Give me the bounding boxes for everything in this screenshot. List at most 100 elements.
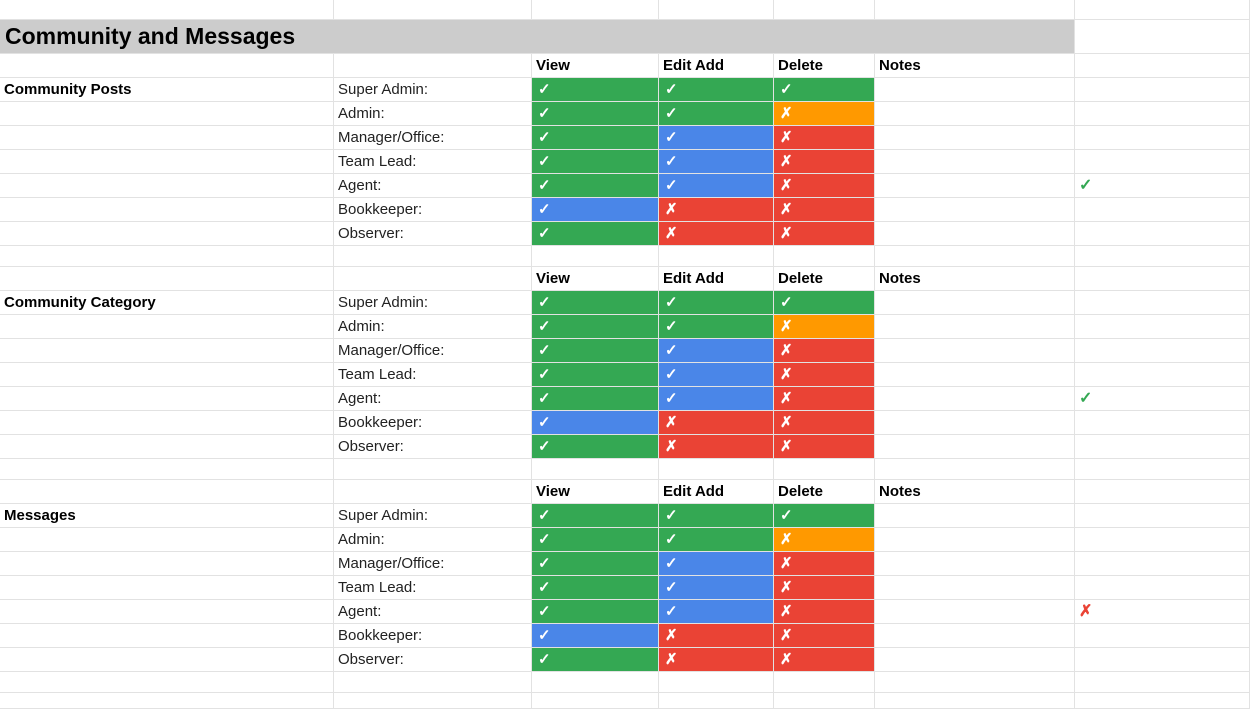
permission-view-cell[interactable]: ✓ — [532, 435, 659, 459]
role-label[interactable]: Bookkeeper: — [334, 198, 532, 222]
section-blank-cell[interactable] — [0, 222, 334, 246]
cell-G[interactable] — [1075, 576, 1250, 600]
permission-view-cell[interactable]: ✓ — [532, 78, 659, 102]
permission-edit-add-cell[interactable]: ✗ — [659, 411, 774, 435]
permission-view-cell[interactable]: ✓ — [532, 504, 659, 528]
header-edit-add[interactable]: Edit Add — [659, 54, 774, 78]
permission-delete-cell[interactable]: ✗ — [774, 363, 875, 387]
permission-view-cell[interactable]: ✓ — [532, 102, 659, 126]
header-delete[interactable]: Delete — [774, 480, 875, 504]
notes-cell[interactable] — [875, 648, 1075, 672]
role-label[interactable]: Manager/Office: — [334, 552, 532, 576]
notes-cell[interactable] — [875, 504, 1075, 528]
cell-D-gap-2[interactable] — [659, 459, 774, 480]
permission-edit-add-cell[interactable]: ✓ — [659, 387, 774, 411]
cell-D-end1[interactable] — [659, 672, 774, 693]
section-label-cell[interactable] — [0, 480, 334, 504]
permission-view-cell[interactable]: ✓ — [532, 126, 659, 150]
section-name[interactable]: Community Category — [0, 291, 334, 315]
cell-G-end2[interactable] — [1075, 693, 1250, 709]
permission-delete-cell[interactable]: ✗ — [774, 150, 875, 174]
permission-delete-cell[interactable]: ✓ — [774, 504, 875, 528]
notes-cell[interactable] — [875, 198, 1075, 222]
role-header-cell[interactable] — [334, 267, 532, 291]
header-notes[interactable]: Notes — [875, 54, 1075, 78]
permission-edit-add-cell[interactable]: ✗ — [659, 222, 774, 246]
permission-edit-add-cell[interactable]: ✓ — [659, 150, 774, 174]
cell-B-gap-1[interactable] — [334, 246, 532, 267]
section-name[interactable]: Messages — [0, 504, 334, 528]
permission-delete-cell[interactable]: ✗ — [774, 174, 875, 198]
section-blank-cell[interactable] — [0, 600, 334, 624]
section-status-mark[interactable]: ✓ — [1075, 387, 1250, 411]
role-label[interactable]: Manager/Office: — [334, 126, 532, 150]
cell-C-r1[interactable] — [532, 0, 659, 20]
permission-view-cell[interactable]: ✓ — [532, 576, 659, 600]
notes-cell[interactable] — [875, 150, 1075, 174]
permission-edit-add-cell[interactable]: ✓ — [659, 576, 774, 600]
section-blank-cell[interactable] — [0, 339, 334, 363]
cell-A-end2[interactable] — [0, 693, 334, 709]
role-label[interactable]: Super Admin: — [334, 504, 532, 528]
permission-view-cell[interactable]: ✓ — [532, 291, 659, 315]
cell-E-r1[interactable] — [774, 0, 875, 20]
section-blank-cell[interactable] — [0, 363, 334, 387]
cell-G[interactable] — [1075, 315, 1250, 339]
permission-view-cell[interactable]: ✓ — [532, 624, 659, 648]
permission-edit-add-cell[interactable]: ✓ — [659, 102, 774, 126]
cell-D-end2[interactable] — [659, 693, 774, 709]
permission-delete-cell[interactable]: ✗ — [774, 528, 875, 552]
header-view[interactable]: View — [532, 54, 659, 78]
section-blank-cell[interactable] — [0, 102, 334, 126]
notes-cell[interactable] — [875, 363, 1075, 387]
permission-delete-cell[interactable]: ✗ — [774, 198, 875, 222]
section-blank-cell[interactable] — [0, 198, 334, 222]
role-header-cell[interactable] — [334, 54, 532, 78]
permission-edit-add-cell[interactable]: ✓ — [659, 174, 774, 198]
cell-G-gap-2[interactable] — [1075, 459, 1250, 480]
permission-view-cell[interactable]: ✓ — [532, 648, 659, 672]
cell-G[interactable] — [1075, 504, 1250, 528]
notes-cell[interactable] — [875, 435, 1075, 459]
cell-G[interactable] — [1075, 102, 1250, 126]
cell-C-gap-2[interactable] — [532, 459, 659, 480]
notes-cell[interactable] — [875, 552, 1075, 576]
permission-edit-add-cell[interactable]: ✓ — [659, 78, 774, 102]
permission-view-cell[interactable]: ✓ — [532, 363, 659, 387]
permission-edit-add-cell[interactable]: ✗ — [659, 624, 774, 648]
cell-G-header[interactable] — [1075, 267, 1250, 291]
permission-view-cell[interactable]: ✓ — [532, 528, 659, 552]
cell-G-gap-1[interactable] — [1075, 246, 1250, 267]
role-label[interactable]: Admin: — [334, 528, 532, 552]
cell-C-end1[interactable] — [532, 672, 659, 693]
role-label[interactable]: Observer: — [334, 648, 532, 672]
notes-cell[interactable] — [875, 411, 1075, 435]
permission-view-cell[interactable]: ✓ — [532, 411, 659, 435]
header-edit-add[interactable]: Edit Add — [659, 480, 774, 504]
section-blank-cell[interactable] — [0, 387, 334, 411]
role-label[interactable]: Team Lead: — [334, 150, 532, 174]
cell-E-gap-1[interactable] — [774, 246, 875, 267]
notes-cell[interactable] — [875, 339, 1075, 363]
permission-edit-add-cell[interactable]: ✓ — [659, 504, 774, 528]
role-label[interactable]: Agent: — [334, 387, 532, 411]
section-name[interactable]: Community Posts — [0, 78, 334, 102]
role-label[interactable]: Observer: — [334, 435, 532, 459]
cell-G[interactable] — [1075, 624, 1250, 648]
notes-cell[interactable] — [875, 387, 1075, 411]
permission-view-cell[interactable]: ✓ — [532, 600, 659, 624]
permission-delete-cell[interactable]: ✗ — [774, 624, 875, 648]
notes-cell[interactable] — [875, 78, 1075, 102]
cell-G[interactable] — [1075, 648, 1250, 672]
permission-edit-add-cell[interactable]: ✓ — [659, 126, 774, 150]
notes-cell[interactable] — [875, 624, 1075, 648]
permission-delete-cell[interactable]: ✗ — [774, 126, 875, 150]
role-label[interactable]: Bookkeeper: — [334, 411, 532, 435]
header-notes[interactable]: Notes — [875, 480, 1075, 504]
section-blank-cell[interactable] — [0, 648, 334, 672]
permission-view-cell[interactable]: ✓ — [532, 198, 659, 222]
permission-view-cell[interactable]: ✓ — [532, 315, 659, 339]
section-blank-cell[interactable] — [0, 624, 334, 648]
notes-cell[interactable] — [875, 315, 1075, 339]
permission-edit-add-cell[interactable]: ✓ — [659, 291, 774, 315]
